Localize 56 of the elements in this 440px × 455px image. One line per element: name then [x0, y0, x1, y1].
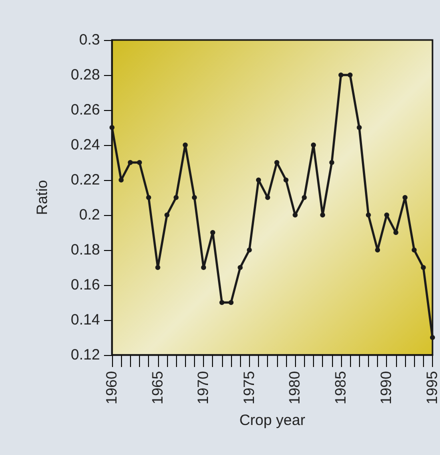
x-tick-label: 1965 — [149, 371, 166, 404]
point — [402, 195, 408, 200]
y-tick-label: 0.2 — [79, 206, 100, 224]
point — [283, 178, 288, 182]
point — [310, 142, 316, 148]
point — [110, 125, 114, 130]
point — [182, 142, 188, 148]
point — [136, 160, 142, 165]
y-tick-label: 0.24 — [70, 136, 100, 154]
point — [128, 160, 133, 165]
point — [192, 195, 197, 200]
point — [201, 265, 206, 270]
point — [393, 230, 398, 235]
point — [348, 72, 353, 78]
x-tick-label: 1995 — [424, 371, 440, 404]
point — [238, 265, 243, 270]
point — [246, 248, 252, 252]
x-tick-label: 1970 — [195, 371, 212, 404]
point — [210, 230, 216, 235]
point — [384, 212, 390, 218]
x-axis-title: Crop year — [239, 412, 306, 429]
point — [430, 335, 435, 340]
point — [219, 300, 224, 305]
y-tick-label: 0.12 — [70, 346, 100, 364]
point — [320, 212, 326, 218]
point — [164, 212, 170, 218]
y-axis-title: Ratio — [34, 180, 51, 216]
x-tick-label: 1985 — [332, 371, 350, 404]
point — [155, 265, 160, 270]
point — [118, 178, 124, 182]
point — [302, 195, 307, 200]
point — [256, 178, 262, 182]
x-tick-label: 1960 — [104, 371, 120, 404]
y-tick-label: 0.16 — [70, 276, 100, 294]
point — [366, 212, 371, 218]
point — [228, 300, 234, 305]
point — [292, 212, 298, 218]
y-tick-label: 0.22 — [70, 172, 100, 188]
x-tick-label: 1980 — [286, 371, 304, 404]
point — [375, 248, 380, 252]
y-tick-label: 0.26 — [70, 102, 100, 118]
y-tick-label: 0.28 — [70, 66, 100, 84]
point — [329, 160, 334, 165]
y-tick-label: 0.18 — [70, 242, 100, 258]
y-tick-label: 0.14 — [70, 312, 100, 328]
point — [174, 195, 179, 200]
point — [338, 72, 344, 78]
point — [265, 195, 270, 200]
point — [356, 125, 362, 130]
point — [412, 248, 417, 252]
y-tick-label: 0.3 — [79, 32, 100, 48]
x-tick-label: 1975 — [240, 371, 258, 404]
point — [420, 265, 426, 270]
point — [146, 195, 152, 200]
x-tick-label: 1990 — [378, 371, 396, 404]
point — [274, 160, 280, 165]
